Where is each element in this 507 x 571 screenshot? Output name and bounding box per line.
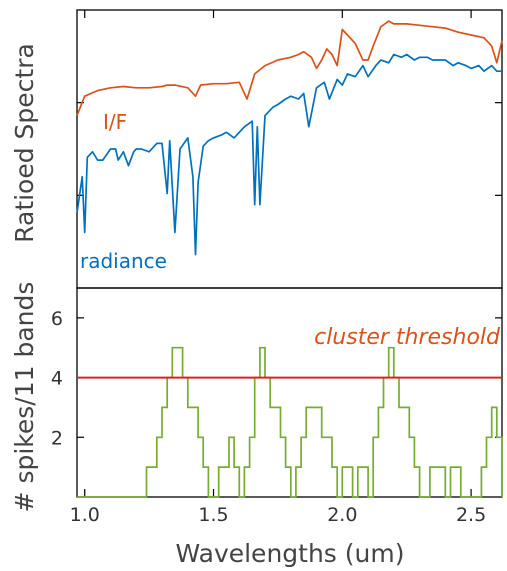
x-tick-label: 2.5	[456, 504, 486, 526]
bottom-y-axis-label: # spikes/11 bands	[10, 282, 39, 513]
y-tick-label: 6	[51, 308, 63, 330]
x-tick-label: 1.5	[198, 504, 228, 526]
bottom-panel-frame	[76, 287, 503, 498]
series-line-i-f	[76, 20, 503, 116]
x-tick-label: 1.0	[70, 504, 100, 526]
top-panel-series	[76, 20, 503, 256]
cluster-threshold-label: cluster threshold	[314, 325, 501, 350]
series-line-spike-count	[77, 346, 503, 498]
y-tick-label: 2	[51, 427, 63, 449]
bottom-panel-ticks: 1.0 1.5 2.0 2.5 2 4 6	[51, 10, 502, 526]
x-tick-label: 2.0	[327, 504, 357, 526]
if-series-label: I/F	[103, 110, 127, 134]
x-axis-label: Wavelengths (um)	[176, 539, 405, 568]
series-line-radiance	[76, 53, 502, 256]
radiance-series-label: radiance	[80, 249, 167, 273]
y-tick-label: 4	[51, 368, 63, 390]
top-y-axis-label: Ratioed Spectra	[10, 43, 39, 243]
bottom-panel-series	[77, 346, 503, 498]
